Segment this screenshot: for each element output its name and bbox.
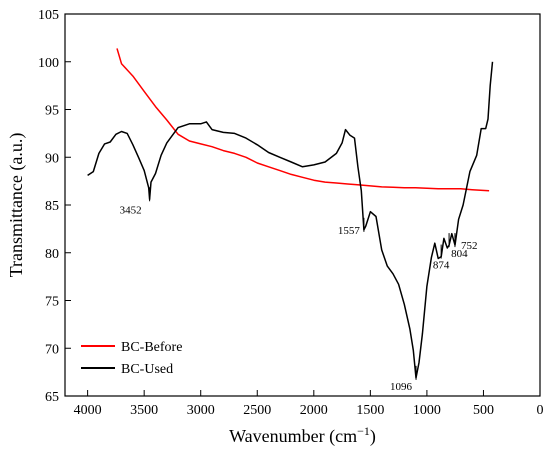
- legend-label-bc-used: BC-Used: [121, 362, 173, 377]
- annotation-label: 3452: [120, 204, 142, 216]
- y-tick-label: 90: [45, 151, 59, 166]
- x-axis: 4000 3500 3000 2500 2000 1500 1000 500 0: [74, 390, 544, 418]
- x-axis-title: Wavenumber (cm−1): [229, 424, 376, 447]
- x-tick-label: 3500: [130, 403, 158, 418]
- annotation-label: 874: [433, 260, 450, 272]
- x-tick-label: 500: [473, 403, 494, 418]
- annotation-label: 1557: [338, 225, 361, 237]
- y-tick-label: 105: [38, 8, 59, 23]
- x-tick-label: 1000: [413, 403, 441, 418]
- annotation-label: 1096: [390, 381, 413, 393]
- x-tick-label: 0: [537, 403, 544, 418]
- y-tick-label: 70: [45, 342, 59, 357]
- x-tick-label: 3000: [187, 403, 215, 418]
- annotation-label: 804: [451, 248, 468, 260]
- y-tick-label: 100: [38, 56, 59, 71]
- x-tick-label: 2000: [300, 403, 328, 418]
- x-axis-title-superscript: −1: [357, 424, 370, 438]
- y-tick-label: 95: [45, 104, 59, 119]
- series-line-bc-used: [87, 61, 494, 379]
- y-tick-label: 80: [45, 247, 59, 262]
- y-tick-label: 75: [45, 295, 59, 310]
- series-layer: [87, 48, 494, 379]
- y-tick-label: 65: [45, 390, 59, 405]
- x-axis-title-close: ): [370, 426, 376, 447]
- series-line-bc-before: [116, 48, 490, 192]
- y-axis-title: Transmittance (a.u.): [6, 133, 27, 278]
- y-axis: 65 70 75 80 85 90 95 100 105: [38, 8, 71, 405]
- legend: BC-Before BC-Used: [81, 340, 182, 377]
- legend-label-bc-before: BC-Before: [121, 340, 182, 355]
- x-tick-label: 2500: [243, 403, 271, 418]
- y-tick-label: 85: [45, 199, 59, 214]
- annotation-label: 752: [461, 240, 478, 252]
- x-axis-title-text: Wavenumber (cm: [229, 426, 357, 447]
- x-tick-label: 1500: [356, 403, 384, 418]
- x-tick-label: 4000: [74, 403, 102, 418]
